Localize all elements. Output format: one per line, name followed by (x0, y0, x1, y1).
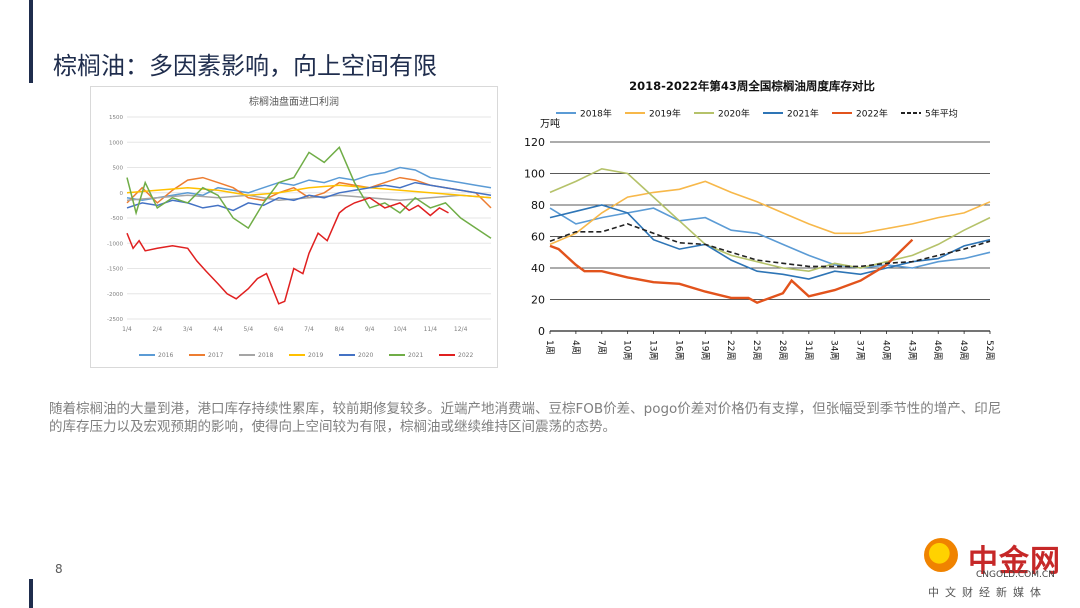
legend-label: 2021年 (787, 108, 819, 120)
x-tick-label: 2/4 (153, 326, 163, 333)
chart-title: 2018-2022年第43周全国棕榈油周度库存对比 (629, 79, 875, 93)
legend-label: 5年平均 (925, 108, 958, 120)
x-tick-label: 1/4 (122, 326, 132, 333)
y-tick-label: 100 (524, 168, 545, 181)
x-tick-label: 12/4 (454, 326, 468, 333)
x-tick-label: 4周 (570, 340, 581, 355)
legend-label: 2020 (358, 352, 373, 359)
series-line-2018 (126, 194, 492, 202)
legend-label: 2019 (308, 352, 323, 359)
legend-label: 2018 (258, 352, 273, 359)
legend-label: 2022年 (856, 108, 888, 120)
x-tick-label: 5/4 (244, 326, 254, 333)
x-tick-label: 7/4 (304, 326, 314, 333)
y-tick-label: -1500 (107, 267, 123, 273)
x-tick-label: 3/4 (183, 326, 193, 333)
x-tick-label: 4/4 (213, 326, 223, 333)
x-tick-label: 8/4 (335, 326, 345, 333)
x-tick-label: 28周 (777, 340, 788, 360)
y-axis-unit: 万吨 (540, 117, 560, 130)
y-tick-label: -1000 (107, 241, 123, 247)
x-tick-label: 9/4 (365, 326, 375, 333)
x-tick-label: 40周 (880, 340, 891, 360)
x-tick-label: 49周 (958, 340, 969, 360)
y-tick-label: 0 (120, 191, 124, 197)
series-line-2020年 (549, 167, 991, 273)
x-tick-label: 43周 (906, 340, 917, 360)
x-tick-label: 52周 (984, 340, 995, 360)
y-tick-label: 20 (531, 294, 545, 307)
legend-label: 2017 (208, 352, 223, 359)
title-accent-bar (29, 0, 33, 83)
legend-label: 2021 (408, 352, 423, 359)
series-line-2019年 (549, 180, 991, 246)
chart-title: 棕榈油盘面进口利润 (249, 95, 339, 108)
x-tick-label: 1周 (544, 340, 555, 355)
legend-label: 2018年 (580, 108, 612, 120)
legend-label: 2019年 (649, 108, 681, 120)
series-line-2018年 (549, 207, 991, 269)
series-line-2016 (126, 166, 492, 202)
slide-title: 棕榈油：多因素影响，向上空间有限 (53, 52, 437, 80)
legend-label: 2016 (158, 352, 173, 359)
logo-subtitle: 中文财经新媒体 (928, 586, 1047, 599)
x-tick-label: 31周 (803, 340, 814, 360)
x-tick-label: 11/4 (424, 326, 438, 333)
x-tick-label: 22周 (725, 340, 736, 360)
y-tick-label: 1000 (109, 140, 123, 146)
y-tick-label: 500 (113, 166, 124, 172)
logo-name: 中金网 (968, 544, 1061, 579)
series-line-2022年 (549, 238, 914, 305)
y-tick-label: 1500 (109, 115, 123, 121)
y-tick-label: 120 (524, 136, 545, 149)
x-tick-label: 46周 (932, 340, 943, 360)
series-line-2021年 (549, 204, 991, 280)
y-tick-label: 80 (531, 199, 545, 212)
y-tick-label: -500 (111, 216, 124, 222)
y-tick-label: 0 (538, 325, 545, 338)
x-tick-label: 6/4 (274, 326, 284, 333)
y-tick-label: 60 (531, 231, 545, 244)
brand-logo: 中金网 CNGOLD.COM.CN 中文财经新媒体 (906, 536, 1074, 600)
series-line-5年平均 (549, 223, 991, 268)
x-tick-label: 7周 (596, 340, 607, 355)
import-profit-chart-frame: 棕榈油盘面进口利润 1500 1000 500 0 -500 -1000 -1500 -2000… (90, 86, 498, 368)
series-line-2019 (126, 184, 492, 199)
series-line-2021 (126, 145, 492, 239)
y-tick-label: -2500 (107, 317, 123, 323)
x-tick-label: 34周 (829, 340, 840, 360)
inventory-chart-frame: 2018-2022年第43周全国棕榈油周度库存对比万吨 0 20 40 60 80 100 1… (520, 72, 1000, 372)
footer-accent-bar (29, 579, 33, 608)
y-tick-label: 40 (531, 262, 545, 275)
x-tick-label: 19周 (699, 340, 710, 360)
series-line-2022 (126, 196, 449, 305)
analysis-paragraph: 随着棕榈油的大量到港，港口库存持续性累库，较前期修复较多。近端产地消费端、豆棕F… (49, 401, 1002, 435)
x-tick-label: 13周 (648, 340, 659, 360)
import-profit-chart: 棕榈油盘面进口利润 1500 1000 500 0 -500 -1000 -1500 -2000… (107, 95, 492, 359)
logo-sun-icon (924, 538, 958, 572)
legend-label: 2022 (458, 352, 473, 359)
x-tick-label: 37周 (855, 340, 866, 360)
legend-label: 2020年 (718, 108, 750, 120)
x-tick-label: 25周 (751, 340, 762, 360)
page-number: 8 (55, 562, 63, 576)
x-tick-label: 10周 (622, 340, 633, 360)
y-tick-label: -2000 (107, 292, 123, 298)
x-tick-label: 10/4 (393, 326, 407, 333)
logo-domain: CNGOLD.COM.CN (976, 570, 1055, 580)
x-tick-label: 16周 (673, 340, 684, 360)
